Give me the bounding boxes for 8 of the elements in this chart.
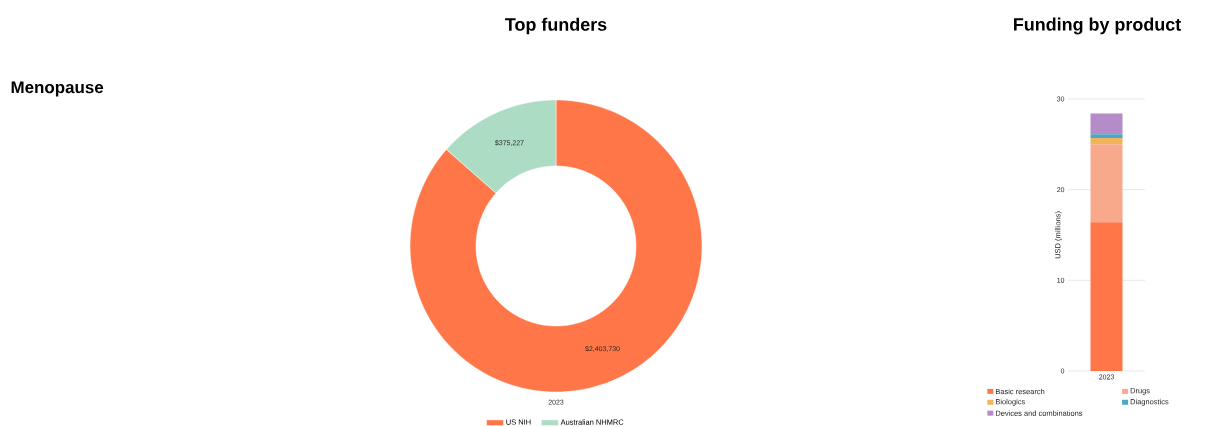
bar: [1090, 113, 1123, 135]
bar: [1090, 134, 1123, 138]
bar: [1090, 137, 1123, 145]
chart-title: Top funders: [505, 17, 607, 35]
chart-title: Funding by product: [1014, 17, 1181, 35]
bar: [1090, 222, 1123, 371]
bar: [1090, 144, 1123, 223]
text: Menopause: [11, 81, 104, 97]
